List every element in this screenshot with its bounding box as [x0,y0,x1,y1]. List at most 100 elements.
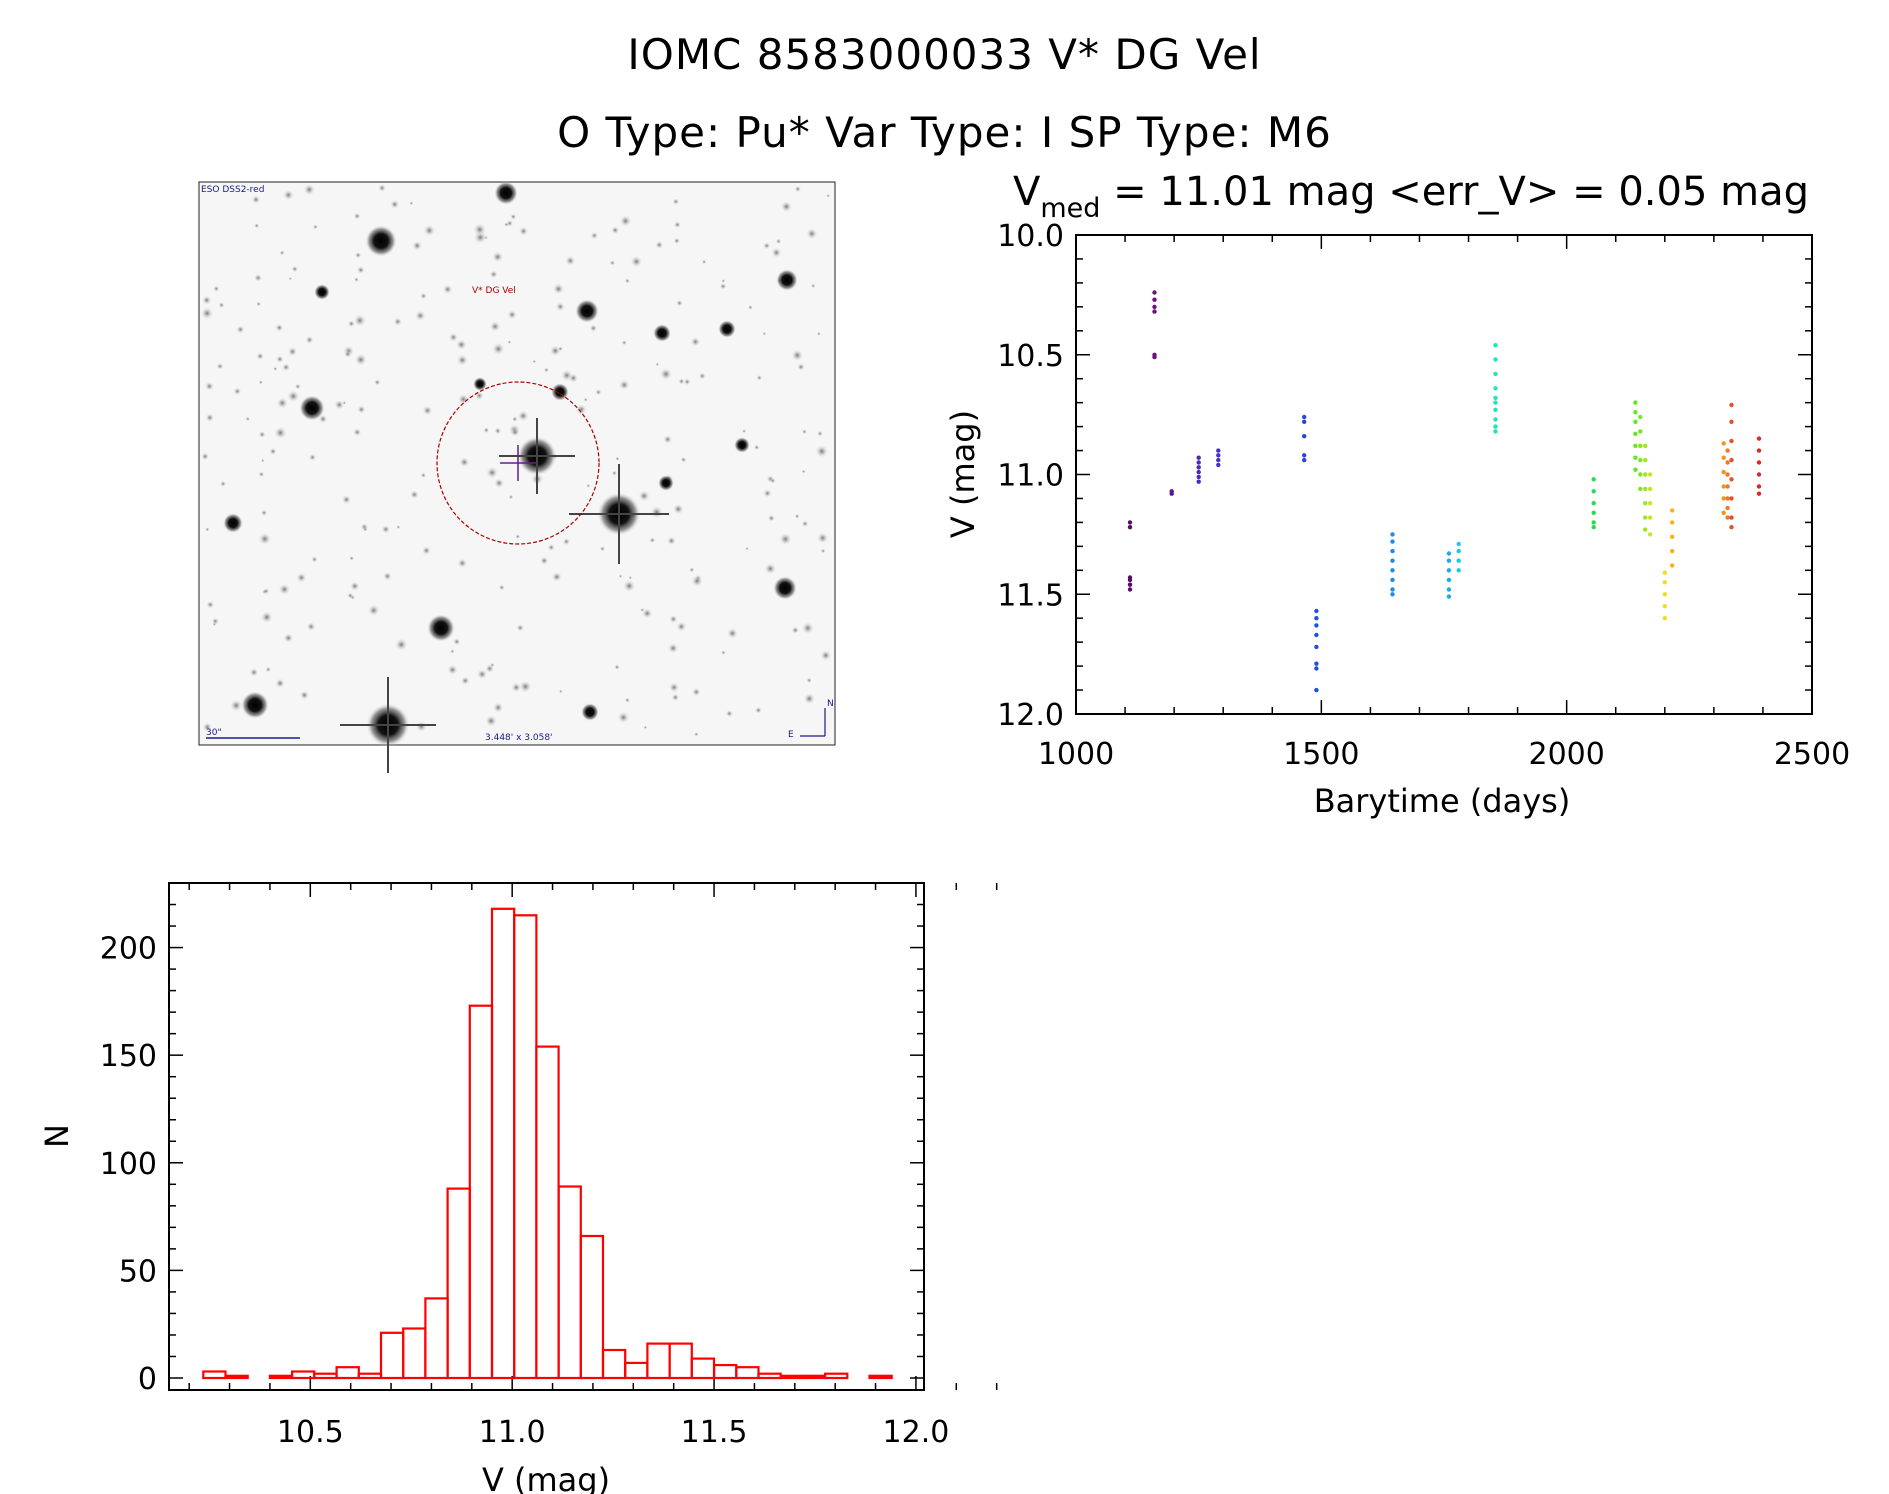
faint-star [258,430,266,439]
faint-star [415,720,428,733]
hist-y-label: N [38,1124,76,1148]
faint-star [816,430,824,437]
faint-star [204,526,210,532]
faint-star [690,574,704,588]
lc-point [1643,472,1648,477]
faint-star [826,193,831,198]
faint-star [590,231,599,240]
lc-point [1638,457,1643,463]
faint-star [356,265,366,275]
target-label: V* DG Vel [472,286,516,296]
faint-star [272,366,278,372]
faint-star [557,346,564,352]
lc-point [1725,472,1730,477]
lc-point [1216,462,1221,468]
lc-point [1196,460,1201,465]
faint-star [675,621,687,633]
hist-bar [291,1370,316,1380]
faint-star [492,701,504,714]
chart-title-line-2: O Type: Pu* Var Type: I SP Type: M6 [557,108,1332,157]
lc-point [1638,429,1643,434]
hist-bar [579,1234,605,1380]
lc-point [1725,448,1730,453]
scale-label: 30" [206,728,222,738]
lc-point [1721,469,1726,475]
faint-star [343,350,352,358]
faint-star [367,604,381,617]
north-label: N [827,699,834,709]
lc-point [1662,580,1668,585]
faint-star [618,379,630,391]
lc-point [1456,548,1461,554]
faint-star [308,453,317,462]
faint-star [562,537,571,546]
lc-point [1756,460,1762,465]
hist-bar [646,1342,671,1380]
faint-star [745,546,750,551]
faint-star [555,301,566,312]
lc-point [1152,304,1157,310]
faint-star [691,687,701,697]
faint-star [249,667,259,678]
faint-star [769,477,776,484]
faint-star [274,323,284,333]
faint-star [672,503,685,515]
faint-star [801,469,806,474]
faint-star [638,489,651,502]
lc-point [1314,666,1319,671]
faint-star [305,335,314,345]
faint-star [683,378,691,386]
faint-star [233,387,242,396]
faint-star [460,675,471,686]
faint-star [675,299,684,307]
bright-star [299,395,325,421]
hist-plot-frame [168,882,925,1391]
lc-point [1591,501,1596,506]
faint-star [489,269,499,279]
faint-star [756,374,763,381]
faint-star [767,514,776,523]
lc-y-tick-label: 10.0 [997,219,1064,254]
faint-star [268,447,278,456]
faint-star [515,533,521,540]
lc-title: Vmed = 11.01 mag <err_V> = 0.05 mag [1013,169,1809,224]
faint-star [539,556,549,566]
faint-star [442,284,454,295]
bright-star [773,576,797,600]
faint-star [753,444,760,451]
lc-point [1127,525,1133,530]
faint-star [609,259,616,266]
hist-bar [202,1370,227,1380]
hist-bar [868,1374,893,1380]
faint-star [354,251,362,259]
faint-star [643,725,648,730]
faint-star [805,227,818,240]
faint-star [507,339,512,345]
faint-star [741,428,747,434]
bright-star [581,703,599,721]
faint-star [346,592,354,600]
faint-star [448,332,459,343]
faint-star [202,722,213,733]
lc-point [1446,558,1452,563]
faint-star [286,389,300,403]
faint-star [409,200,414,206]
lc-point [1591,520,1596,525]
faint-star [219,480,227,488]
faint-star [762,241,771,250]
faint-star [256,301,262,307]
lc-point [1729,477,1734,482]
lc-point [1493,371,1498,377]
hist-bar [424,1297,449,1380]
bright-star [494,181,518,205]
lc-point [1647,472,1653,477]
lc-point [1456,558,1461,563]
lc-point [1633,400,1638,405]
faint-star [306,621,316,632]
faint-star [200,306,214,320]
faint-star [599,545,606,552]
faint-star [611,470,618,476]
faint-star [558,689,563,694]
lc-point [1302,419,1307,424]
faint-star [726,627,739,640]
